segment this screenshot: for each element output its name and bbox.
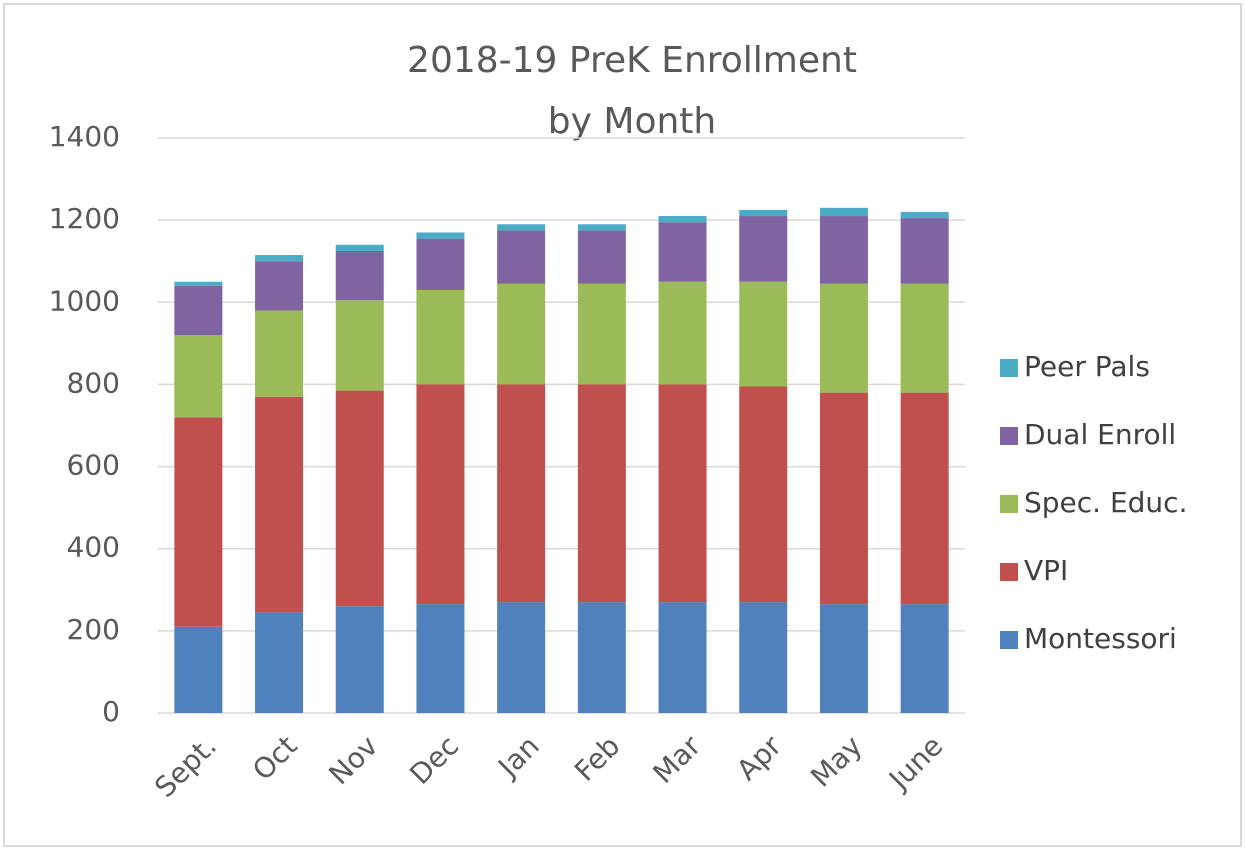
bar-segment [335,244,384,251]
bar-segment [658,602,707,713]
y-tick-label: 1000 [49,284,120,317]
bar-segment [819,392,868,605]
legend-swatch [1000,495,1018,513]
bar-segment [577,384,626,603]
bar-segment [739,602,788,713]
bar-segment [497,224,546,231]
bar-segment [658,216,707,223]
legend-label: Peer Pals [1024,350,1150,383]
bar-segment [174,417,223,627]
bar-segment [577,283,626,385]
bar-segment [577,224,626,231]
legend-label: Spec. Educ. [1024,486,1187,519]
bar-segment [416,604,465,713]
legend-swatch [1000,359,1018,377]
bar-segment [174,281,223,286]
y-tick-label: 1400 [49,120,120,153]
y-tick-label: 200 [67,613,120,646]
bar-segment [900,392,949,605]
bar-segment [497,602,546,713]
bar-segment [819,604,868,713]
bar-segment [174,626,223,713]
chart-title: 2018-19 PreK Enrollment [407,40,857,81]
bar-segment [819,216,868,284]
bar-segment [658,384,707,603]
bar-segment [335,606,384,713]
bar-segment [255,255,304,262]
bar-segment [900,283,949,393]
bar-segment [819,283,868,393]
bar-segment [416,238,465,290]
legend-label: Dual Enroll [1024,418,1176,451]
bar-segment [255,261,304,311]
bar-segment [900,604,949,713]
bar-segment [255,310,304,397]
bar-segment [335,390,384,607]
bar-segment [335,300,384,391]
bar-segment [739,209,788,217]
legend-label: Montessori [1024,622,1177,655]
bar-segment [900,218,949,284]
bar-segment [335,250,384,301]
bar-segment [658,281,707,385]
bar-segment [658,222,707,282]
legend-swatch [1000,631,1018,649]
bar-segment [819,207,868,217]
bar-segment [416,232,465,239]
legend-label: VPI [1024,554,1068,587]
bar-segment [739,386,788,603]
bar-segment [497,384,546,603]
legend-swatch [1000,427,1018,445]
bar-segment [174,285,223,336]
y-tick-label: 0 [102,695,120,728]
bar-segment [739,216,788,282]
bar-segment [900,211,949,219]
bar-segment [174,335,223,418]
y-tick-label: 600 [67,449,120,482]
bar-segment [577,230,626,284]
bar-segment [497,283,546,385]
bar-segment [577,602,626,713]
bar-segment [497,230,546,284]
bar-segment [416,384,465,605]
bar-segment [255,396,304,613]
bar-segment [255,612,304,713]
y-tick-label: 400 [67,531,120,564]
legend-swatch [1000,563,1018,581]
y-tick-label: 1200 [49,202,120,235]
bar-segment [739,281,788,387]
bar-segment [416,289,465,385]
y-tick-label: 800 [67,366,120,399]
chart-title: by Month [548,101,716,142]
